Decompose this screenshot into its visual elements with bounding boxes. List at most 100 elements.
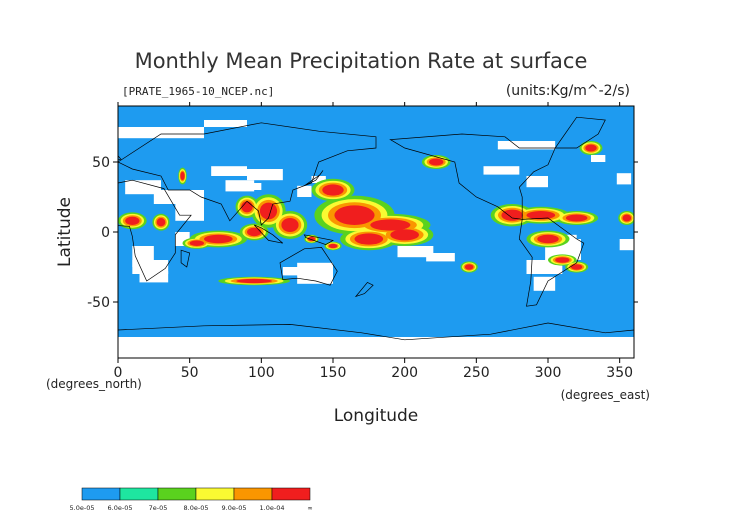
x-tick-label: 350 xyxy=(606,365,633,381)
chart-title: Monthly Mean Precipitation Rate at surfa… xyxy=(135,49,588,73)
coast-new-guinea xyxy=(303,234,334,245)
x-tick-label: 250 xyxy=(463,365,490,381)
no-data-region xyxy=(526,176,548,188)
colorbar-swatch xyxy=(157,487,197,501)
colorbar-label: 5.0e-05 xyxy=(70,504,95,512)
y-axis: 50 0 -50 xyxy=(87,155,638,311)
y-tick-label: 0 xyxy=(101,225,110,241)
no-data-region xyxy=(533,276,556,291)
precip-band xyxy=(565,214,588,222)
colorbar-label: 6.0e-05 xyxy=(108,504,133,512)
no-data-region xyxy=(132,260,169,274)
precip-band xyxy=(236,278,273,284)
precip-band xyxy=(334,205,375,225)
x-tick-label: 200 xyxy=(391,365,418,381)
coast-greenland xyxy=(554,116,606,149)
coast-japan xyxy=(304,170,324,187)
coast-sumatra-java xyxy=(253,224,284,244)
x-tick-label: 100 xyxy=(248,365,275,381)
coast-north-america xyxy=(389,133,556,220)
precip-band xyxy=(354,233,384,245)
x-axis: 0 50 100 150 200 250 300 350 xyxy=(114,102,633,381)
no-data-region xyxy=(125,180,161,195)
coast-australia xyxy=(279,247,338,286)
no-data-region xyxy=(311,176,326,183)
x-tick-label: 150 xyxy=(320,365,347,381)
no-data-region xyxy=(426,253,455,262)
precip-band xyxy=(370,219,411,231)
coast-south-america xyxy=(518,217,585,307)
x-unit-label: (degrees_east) xyxy=(561,388,650,402)
precip-band xyxy=(429,158,444,166)
no-data-region xyxy=(247,169,283,181)
precip-band xyxy=(328,243,338,249)
no-data-region xyxy=(616,173,632,185)
precip-band xyxy=(526,211,556,220)
no-data-region xyxy=(239,183,262,190)
no-data-region xyxy=(204,120,247,127)
no-data-region xyxy=(118,346,634,358)
no-data-region xyxy=(153,190,204,204)
precip-band xyxy=(585,144,597,152)
map-area xyxy=(118,106,634,358)
precip-band xyxy=(241,201,253,213)
no-data-region xyxy=(139,271,169,283)
colorbar-legend: 5.0e-05 6.0e-05 7e-05 8.0e-05 9.0e-05 1.0e-04… xyxy=(70,487,313,512)
coast-eurasia xyxy=(118,122,377,226)
precip-band xyxy=(570,264,583,270)
precip-band xyxy=(322,184,344,196)
colorbar-swatch xyxy=(233,487,273,501)
precip-band xyxy=(156,218,166,227)
precip-band xyxy=(180,171,185,181)
precip-band xyxy=(259,202,278,220)
colorbar-label: 9.0e-05 xyxy=(222,504,247,512)
precip-band xyxy=(281,218,299,232)
no-data-region xyxy=(483,166,520,175)
colorbar-swatch xyxy=(195,487,235,501)
coastlines xyxy=(118,116,634,358)
precip-band xyxy=(204,234,233,244)
x-tick-label: 300 xyxy=(535,365,562,381)
y-tick-label: -50 xyxy=(87,295,110,311)
y-tick-label: 50 xyxy=(92,155,110,171)
precip-band xyxy=(247,227,262,237)
coast-madagascar xyxy=(180,249,191,268)
no-data-region xyxy=(282,267,333,276)
precip-band xyxy=(622,214,632,222)
precip-band xyxy=(125,216,140,225)
colorbar-label: ∞ xyxy=(307,504,312,512)
x-tick-label: 50 xyxy=(181,365,199,381)
precip-band xyxy=(537,234,559,244)
colorbar-label: 8.0e-05 xyxy=(184,504,209,512)
y-axis-label: Latitude xyxy=(55,197,75,267)
no-data-region xyxy=(397,246,434,258)
no-data-region xyxy=(497,141,556,150)
colorbar-label: 7e-05 xyxy=(149,504,168,512)
precip-band xyxy=(501,209,523,221)
source-file-label: [PRATE_1965-10_NCEP.nc] xyxy=(122,85,274,98)
x-tick-label: 0 xyxy=(114,365,123,381)
colorbar-label: 1.0e-04 xyxy=(260,504,285,512)
no-data-region xyxy=(297,185,312,197)
precip-band xyxy=(189,240,204,246)
coast-new-zealand xyxy=(354,281,374,298)
colorbar-swatch xyxy=(81,487,121,501)
precip-band xyxy=(464,264,474,270)
no-data-region xyxy=(211,166,247,176)
precip-band xyxy=(555,257,570,263)
x-axis-label: Longitude xyxy=(334,406,419,426)
precip-band xyxy=(390,229,419,241)
units-label: (units:Kg/m^-2/s) xyxy=(506,83,630,99)
no-data-region xyxy=(591,155,606,162)
y-unit-label: (degrees_north) xyxy=(46,377,142,391)
coast-africa xyxy=(118,179,192,282)
precipitation-regions xyxy=(118,120,634,358)
no-data-region xyxy=(118,127,204,139)
colorbar-swatch xyxy=(119,487,159,501)
no-data-region xyxy=(619,239,634,251)
no-data-region xyxy=(175,204,204,221)
coast-antarctica xyxy=(118,322,634,358)
colorbar-swatch xyxy=(271,487,311,501)
